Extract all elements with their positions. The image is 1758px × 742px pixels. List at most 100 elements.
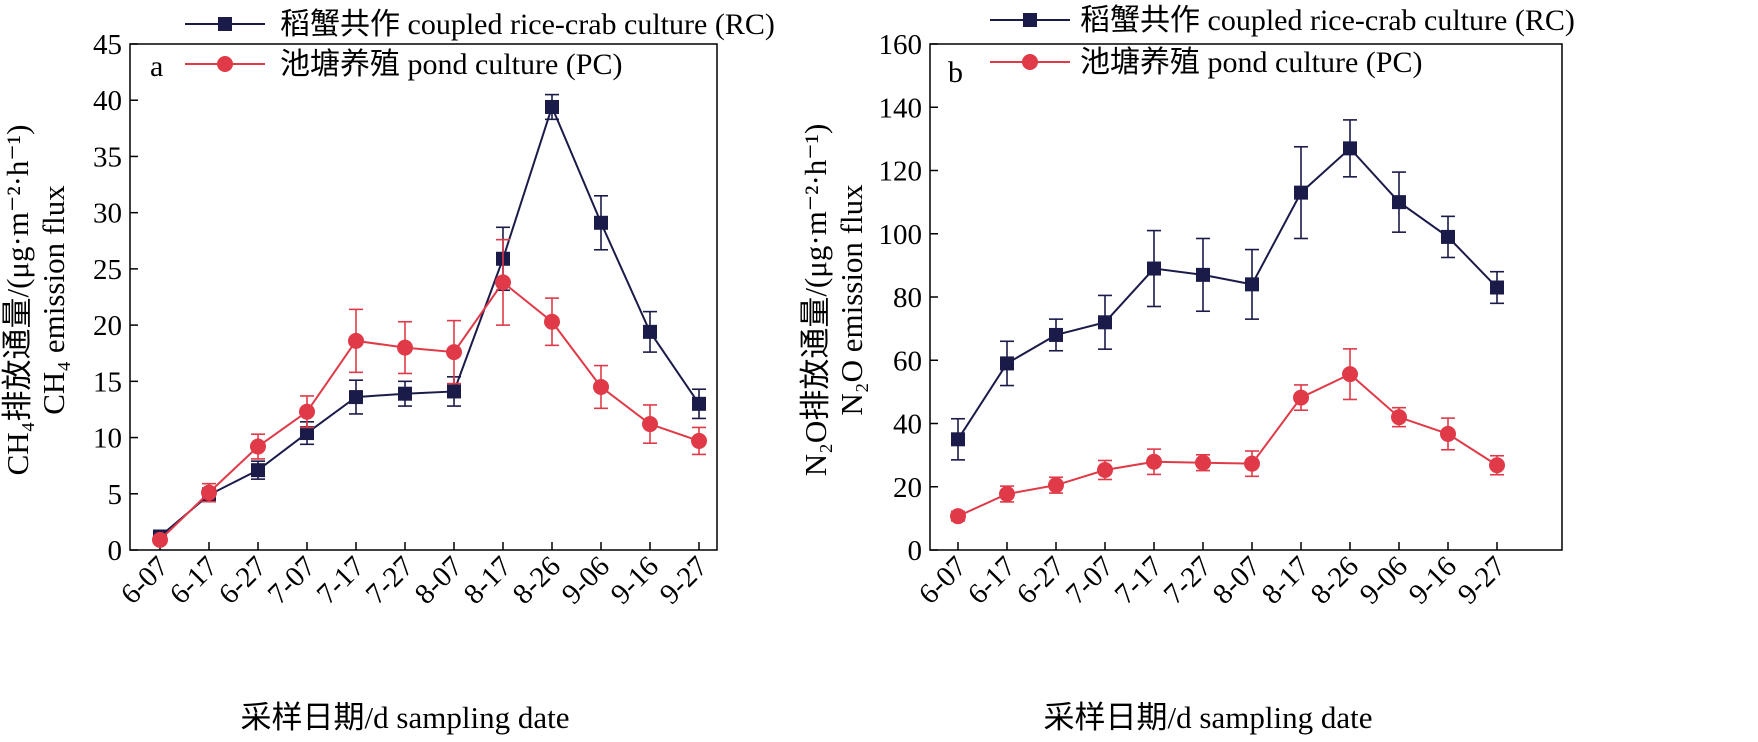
data-point [1440, 425, 1456, 442]
data-point [593, 378, 609, 395]
legend-b-rc-label: 稻蟹共作 coupled rice-crab culture (RC) [1080, 4, 1575, 37]
data-point [152, 531, 168, 548]
data-point [1392, 195, 1406, 210]
legend-b: 稻蟹共作 coupled rice-crab culture (RC) 池塘养殖… [990, 4, 1575, 79]
y-tick-label: 40 [93, 85, 122, 117]
data-point [495, 274, 511, 291]
data-point [594, 215, 608, 230]
data-point [349, 390, 363, 405]
data-point [643, 324, 657, 339]
series-line [957, 146, 1498, 440]
data-point [1098, 315, 1112, 330]
x-tick-label: 6-07 [115, 550, 175, 610]
y-tick-label: 15 [93, 366, 122, 398]
y-axis-title-b-line1: N₂O排放通量/(μg·m⁻²·h⁻¹) [798, 124, 833, 477]
data-point [1147, 261, 1161, 276]
data-point [1391, 409, 1407, 426]
data-point [299, 403, 315, 420]
y-axis-title-b-line2: N₂O emission flux [834, 184, 869, 416]
data-point [1000, 356, 1014, 371]
data-point [1245, 277, 1259, 292]
data-point [398, 386, 412, 401]
x-tick-label: 9-06 [556, 550, 616, 610]
data-point [1441, 229, 1455, 244]
data-point [1196, 267, 1210, 282]
y-axis-title-a-line1: CH₄排放通量/(μg·m⁻²·h⁻¹) [0, 125, 35, 476]
y-tick-label: 0 [908, 535, 923, 567]
plot-frame [129, 43, 718, 551]
y-tick-label: 10 [93, 423, 122, 455]
data-point [447, 384, 461, 399]
y-tick-label: 100 [879, 219, 923, 251]
x-tick-label: 8-17 [458, 550, 518, 610]
data-point [1490, 280, 1504, 295]
legend-b-rc-marker [1023, 13, 1037, 27]
y-tick-label: 20 [93, 310, 122, 342]
panel-label-a: a [150, 50, 163, 83]
y-ticks-b: 0 20 40 60 80 100 120 140 160 [879, 29, 938, 567]
legend-b-pc-label: 池塘养殖 pond culture (PC) [1080, 46, 1422, 79]
data-point [1294, 185, 1308, 200]
x-tick-label: 6-27 [213, 550, 273, 610]
x-tick-label: 9-16 [605, 550, 665, 610]
x-tick-label: 7-07 [1060, 550, 1120, 610]
y-tick-label: 35 [93, 141, 122, 173]
data-point [545, 99, 559, 114]
data-point [691, 432, 707, 449]
legend-a-pc-marker [217, 56, 233, 72]
series-rc [951, 119, 1504, 461]
axes-a [129, 43, 718, 551]
data-point [1049, 327, 1063, 342]
y-tick-label: 0 [108, 535, 123, 567]
series-a [152, 93, 707, 548]
series-line [159, 280, 700, 541]
x-tick-label: 9-27 [654, 550, 714, 610]
chart-panel-b: 0 20 40 60 80 100 120 140 160 6-076-176-277-077-… [798, 4, 1575, 735]
plot-frame [929, 43, 1563, 551]
series-pc [152, 238, 707, 548]
x-tick-label: 8-07 [409, 550, 469, 610]
data-point [1343, 141, 1357, 156]
legend-a-pc-label: 池塘养殖 pond culture (PC) [280, 48, 622, 81]
x-tick-label: 6-17 [962, 550, 1022, 610]
data-point [201, 484, 217, 501]
series-pc [950, 348, 1505, 525]
series-line [159, 104, 700, 538]
data-point [1048, 477, 1064, 494]
series-line [957, 372, 1498, 518]
y-tick-label: 20 [893, 472, 922, 504]
data-point [1146, 453, 1162, 470]
data-point [300, 426, 314, 441]
y-ticks-a: 0 5 10 15 20 25 30 35 40 45 [93, 29, 138, 567]
x-tick-label: 9-16 [1403, 550, 1463, 610]
axes-b [929, 43, 1563, 551]
data-point [250, 438, 266, 455]
data-point [1342, 366, 1358, 383]
data-point [999, 486, 1015, 503]
x-tick-label: 8-07 [1207, 550, 1267, 610]
panel-label-b: b [948, 56, 963, 89]
y-tick-label: 30 [93, 198, 122, 230]
x-tick-label: 7-17 [1109, 550, 1169, 610]
x-tick-label: 6-27 [1011, 550, 1071, 610]
data-point [348, 332, 364, 349]
y-tick-label: 120 [879, 156, 923, 188]
x-ticks-a: 6-076-176-277-077-177-278-078-178-269-06… [115, 542, 714, 611]
y-axis-title-a-line2: CH₄ emission flux [36, 185, 71, 415]
x-tick-label: 8-17 [1256, 550, 1316, 610]
x-tick-label: 7-07 [262, 550, 322, 610]
data-point [1293, 389, 1309, 406]
x-tick-label: 7-27 [1158, 550, 1218, 610]
y-tick-label: 160 [879, 29, 923, 61]
y-tick-label: 140 [879, 92, 923, 124]
y-tick-label: 60 [893, 345, 922, 377]
y-tick-label: 5 [108, 479, 123, 511]
data-point [692, 396, 706, 411]
x-tick-label: 7-27 [360, 550, 420, 610]
x-ticks-b: 6-076-176-277-077-177-278-078-178-269-06… [913, 542, 1512, 611]
data-point [251, 463, 265, 478]
data-point [544, 313, 560, 330]
data-point [1097, 461, 1113, 478]
data-point [642, 416, 658, 433]
